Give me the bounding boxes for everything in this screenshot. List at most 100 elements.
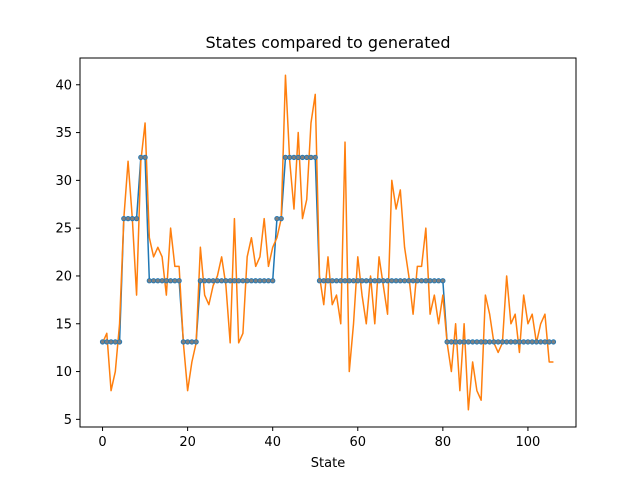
series-1-point <box>197 278 204 284</box>
series-1-point <box>180 339 187 345</box>
series-1-point <box>393 278 399 284</box>
x-axis-ticks: 0 20 40 60 80 100 <box>98 427 540 450</box>
series-1-point <box>287 154 293 161</box>
series-1-point <box>338 278 344 284</box>
series-1-point <box>525 339 531 345</box>
series-1-point <box>112 339 118 345</box>
plot-layer <box>99 74 557 411</box>
chart-title: States compared to generated <box>205 33 450 52</box>
series-1-point <box>291 154 297 161</box>
series-1-point <box>218 278 225 284</box>
series-1-point <box>304 154 310 161</box>
series-1-point <box>538 339 544 345</box>
series-1-point <box>389 278 395 284</box>
series-1-point <box>414 278 420 284</box>
x-tick-label: 0 <box>98 435 106 450</box>
series-1-point <box>448 339 455 345</box>
series-1-point <box>167 278 174 284</box>
series-1-point <box>172 278 178 284</box>
y-tick-label: 10 <box>55 365 72 380</box>
series-1-point <box>504 339 510 345</box>
y-tick-label: 35 <box>55 126 72 141</box>
series-1-point <box>521 339 527 345</box>
series-1-point <box>410 278 416 284</box>
y-axis-ticks: 5 10 15 20 25 30 35 40 <box>55 78 80 428</box>
series-1-point <box>253 278 259 284</box>
series-1-point <box>316 278 323 284</box>
series-1-point <box>142 154 148 161</box>
series-1-point <box>146 278 152 284</box>
plot-frame <box>79 57 577 428</box>
series-1-point <box>452 339 459 345</box>
series-1-point <box>461 339 467 345</box>
series-1-point <box>104 339 110 345</box>
series-1-point <box>359 278 365 284</box>
series-1-point <box>159 278 165 284</box>
x-tick-label: 20 <box>179 435 196 450</box>
series-1-point <box>274 215 280 222</box>
series-1-point <box>457 339 463 345</box>
y-tick-label: 25 <box>55 222 72 237</box>
series-1-point <box>248 278 255 284</box>
series-1-point <box>210 278 216 284</box>
series-1-point <box>325 278 331 284</box>
series-1-point <box>108 339 114 345</box>
series-1-point <box>435 278 442 284</box>
series-1-point <box>342 278 348 284</box>
series-1-point <box>193 339 199 345</box>
series-1-point <box>227 278 233 284</box>
series-1-point <box>121 215 127 222</box>
series-1-point <box>542 339 548 345</box>
series-1-point <box>278 215 284 222</box>
series-1-point <box>270 278 276 284</box>
series-1-point <box>184 339 191 345</box>
series-1-point <box>431 278 437 284</box>
series-1-point <box>265 278 272 284</box>
series-line-2 <box>101 74 554 411</box>
series-1-point <box>478 339 484 345</box>
x-tick-label: 40 <box>264 435 281 450</box>
y-tick-label: 20 <box>55 269 72 284</box>
series-1-point <box>329 278 335 284</box>
series-1-point <box>189 339 195 345</box>
series-1-point <box>163 278 170 284</box>
series-1-point <box>129 215 135 222</box>
series-1-point <box>355 278 361 284</box>
series-1-point <box>529 339 535 345</box>
series-1-point <box>440 278 446 284</box>
x-tick-label: 60 <box>350 435 367 450</box>
series-1-point <box>406 278 412 284</box>
series-1-point <box>176 278 182 284</box>
series-1-point <box>138 154 144 161</box>
series-1-point <box>486 339 493 345</box>
series-1-point <box>240 278 246 284</box>
series-1-point <box>133 215 140 222</box>
series-1-point <box>295 154 301 161</box>
series-1-point <box>533 339 540 345</box>
series-1-point <box>499 339 506 345</box>
series-1-point <box>546 339 552 345</box>
x-tick-label: 100 <box>516 435 541 450</box>
series-1-point <box>397 278 403 284</box>
series-1-point <box>214 278 221 284</box>
series-1-point <box>367 278 374 284</box>
series-1-point <box>516 339 523 345</box>
series-1-point <box>372 278 378 284</box>
series-1-point <box>299 154 306 161</box>
series-1-point <box>550 339 557 345</box>
y-tick-label: 40 <box>55 78 72 93</box>
y-tick-label: 5 <box>64 413 72 428</box>
series-1-point <box>231 278 238 284</box>
series-1-point <box>116 339 123 345</box>
series-1-point <box>321 278 327 284</box>
series-1-point <box>474 339 480 345</box>
series-1-point <box>261 278 267 284</box>
series-1-point <box>512 339 518 345</box>
series-1-point <box>469 339 476 345</box>
series-1-point <box>201 278 208 284</box>
series-1-point <box>508 339 514 345</box>
series-1-point <box>155 278 161 284</box>
y-tick-label: 30 <box>55 174 72 189</box>
series-1-point <box>282 154 289 161</box>
